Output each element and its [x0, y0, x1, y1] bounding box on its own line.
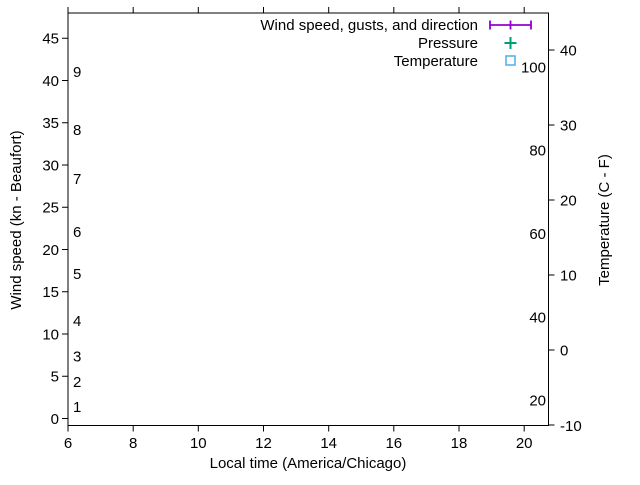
- x-axis-bottom-ticks: [67, 425, 525, 432]
- legend-label-pressure: Pressure: [418, 35, 478, 52]
- y-right-tick-label: 0: [560, 342, 568, 359]
- y-left-tick-label: 25: [42, 200, 59, 217]
- y-right-tick-label: 40: [560, 42, 577, 59]
- y-right-tick-label: -10: [560, 418, 582, 435]
- y-left-tick-label: 10: [42, 326, 59, 343]
- fahrenheit-label: 40: [529, 310, 546, 327]
- legend-label-temperature: Temperature: [394, 53, 478, 70]
- y-right-axis-title: Temperature (C - F): [596, 154, 613, 286]
- beaufort-label: 1: [73, 399, 81, 416]
- y-left-tick-label: 20: [42, 242, 59, 259]
- legend: Wind speed, gusts, and direction Pressur…: [260, 17, 532, 70]
- y-left-tick-label: 5: [51, 369, 59, 386]
- x-tick-label: 8: [129, 435, 137, 452]
- beaufort-label: 9: [73, 64, 81, 81]
- y-right-tick-label: 10: [560, 267, 577, 284]
- beaufort-label: 5: [73, 266, 81, 283]
- x-tick-label: 18: [451, 435, 468, 452]
- y-right-tick-label: 30: [560, 117, 577, 134]
- x-axis-top-ticks: [67, 7, 525, 13]
- fahrenheit-label: 100: [521, 60, 546, 77]
- x-axis-title: Local time (America/Chicago): [210, 455, 407, 472]
- fahrenheit-label: 60: [529, 226, 546, 243]
- beaufort-label: 6: [73, 224, 81, 241]
- errorbar-icon: [489, 20, 532, 30]
- plus-marker-icon: [504, 37, 517, 49]
- beaufort-scale-labels: 1 2 3 4 5 6 7 8 9: [73, 64, 81, 416]
- y-left-tick-label: 30: [42, 157, 59, 174]
- y-right-tick-labels: -10 0 10 20 30 40: [560, 42, 582, 435]
- fahrenheit-label: 20: [529, 393, 546, 410]
- y-left-tick-labels: 0 5 10 15 20 25 30 35 40 45: [42, 31, 59, 428]
- x-tick-label: 20: [516, 435, 533, 452]
- y-left-axis-title: Wind speed (kn - Beaufort): [8, 130, 25, 309]
- x-tick-label: 12: [255, 435, 272, 452]
- legend-label-wind: Wind speed, gusts, and direction: [260, 17, 478, 34]
- y-left-tick-label: 45: [42, 31, 59, 48]
- x-tick-label: 14: [320, 435, 337, 452]
- fahrenheit-scale-labels: 20 40 60 80 100: [521, 60, 546, 410]
- y-left-tick-label: 15: [42, 284, 59, 301]
- y-left-ticks: [62, 37, 68, 419]
- y-right-ticks: [548, 49, 555, 426]
- x-tick-label: 6: [64, 435, 72, 452]
- beaufort-label: 4: [73, 313, 81, 330]
- square-marker-icon: [505, 55, 516, 66]
- x-tick-label: 16: [385, 435, 402, 452]
- beaufort-label: 2: [73, 374, 81, 391]
- x-axis-tick-labels: 6 8 10 12 14 16 18 20: [64, 435, 533, 452]
- beaufort-label: 7: [73, 171, 81, 188]
- beaufort-label: 3: [73, 349, 81, 366]
- x-tick-label: 10: [190, 435, 207, 452]
- y-left-tick-label: 0: [51, 411, 59, 428]
- y-right-tick-label: 20: [560, 192, 577, 209]
- plot-border: [67, 12, 549, 426]
- y-left-tick-label: 40: [42, 73, 59, 90]
- fahrenheit-label: 80: [529, 143, 546, 160]
- y-left-tick-label: 35: [42, 115, 59, 132]
- beaufort-label: 8: [73, 122, 81, 139]
